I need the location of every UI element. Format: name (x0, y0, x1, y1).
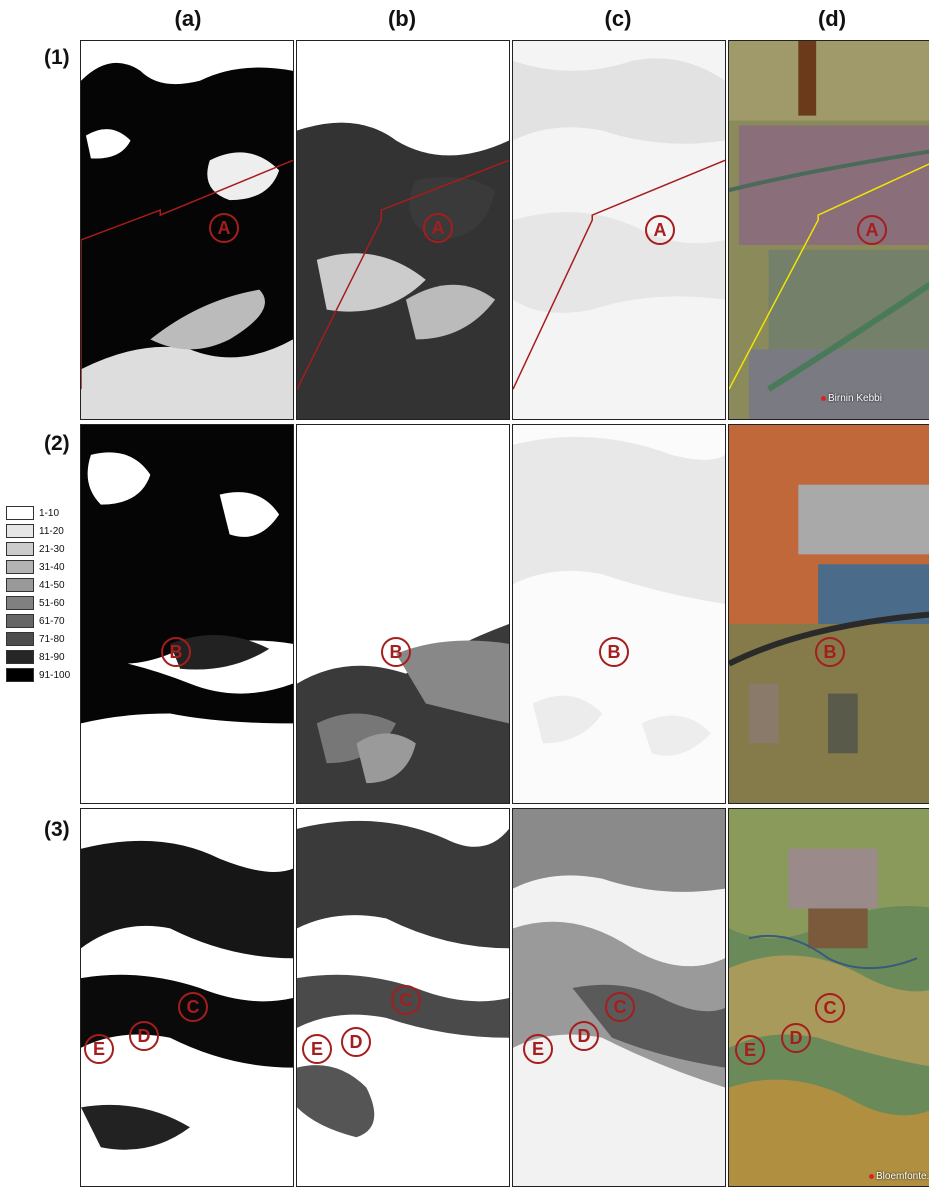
legend-swatch (6, 542, 34, 556)
legend-item: 21-30 (6, 540, 70, 558)
column-label-a: (a) (174, 6, 202, 31)
legend-label: 61-70 (39, 615, 65, 627)
legend-item: 61-70 (6, 612, 70, 630)
panel-2c: B (512, 424, 726, 804)
panel-3a: C D E (80, 808, 294, 1187)
legend-item: 31-40 (6, 558, 70, 576)
legend-item: 51-60 (6, 594, 70, 612)
marker-e: E (302, 1034, 332, 1064)
legend-item: 91-100 (6, 666, 70, 684)
legend-label: 91-100 (39, 669, 71, 681)
legend-swatch (6, 506, 34, 520)
legend-item: 81-90 (6, 648, 70, 666)
row-label-3: (3) (44, 818, 70, 841)
legend-item: 71-80 (6, 630, 70, 648)
place-label: Bloemfonte... (869, 1171, 929, 1182)
marker-e: E (735, 1035, 765, 1065)
marker-b: B (599, 637, 629, 667)
panel-3d: C D E Bloemfonte... (728, 808, 929, 1187)
legend-label: 81-90 (39, 651, 65, 663)
place-dot-icon (821, 396, 826, 401)
legend-label: 51-60 (39, 597, 65, 609)
column-label-b: (b) (387, 6, 417, 31)
panel-1d: A Birnin Kebbi (728, 40, 929, 420)
marker-b: B (815, 637, 845, 667)
marker-b: B (161, 637, 191, 667)
legend-swatch (6, 578, 34, 592)
panel-2b: B (296, 424, 510, 804)
marker-c: C (178, 992, 208, 1022)
column-label-c: (c) (604, 6, 632, 31)
panel-2a: B (80, 424, 294, 804)
legend-item: 1-10 (6, 504, 70, 522)
marker-a: A (209, 213, 239, 243)
legend-label: 41-50 (39, 579, 65, 591)
panel-3c: C D E (512, 808, 726, 1187)
marker-a: A (423, 213, 453, 243)
place-dot-icon (869, 1174, 874, 1179)
legend-swatch (6, 614, 34, 628)
row-label-1: (1) (44, 46, 70, 69)
legend-swatch (6, 524, 34, 538)
legend-label: 31-40 (39, 561, 65, 573)
legend-label: 71-80 (39, 633, 65, 645)
legend-swatch (6, 596, 34, 610)
panel-1a: A (80, 40, 294, 420)
place-label: Birnin Kebbi (821, 393, 882, 404)
legend-label: 11-20 (39, 525, 64, 537)
legend: 1-10 11-20 21-30 31-40 41-50 51-60 61-70 71-80 8… (6, 504, 70, 684)
marker-d: D (569, 1021, 599, 1051)
marker-d: D (129, 1021, 159, 1051)
marker-b: B (381, 637, 411, 667)
column-label-d: (d) (817, 6, 847, 31)
marker-c: C (815, 993, 845, 1023)
panel-1c: A (512, 40, 726, 420)
marker-d: D (341, 1027, 371, 1057)
row-label-2: (2) (44, 432, 70, 455)
marker-a: A (645, 215, 675, 245)
legend-item: 11-20 (6, 522, 70, 540)
panel-3b: C D E (296, 808, 510, 1187)
marker-a: A (857, 215, 887, 245)
marker-e: E (523, 1034, 553, 1064)
marker-c: C (605, 992, 635, 1022)
legend-swatch (6, 668, 34, 682)
legend-swatch (6, 560, 34, 574)
legend-item: 41-50 (6, 576, 70, 594)
marker-d: D (781, 1023, 811, 1053)
legend-swatch (6, 632, 34, 646)
legend-label: 1-10 (39, 507, 60, 519)
marker-c: C (391, 985, 421, 1015)
marker-e: E (84, 1034, 114, 1064)
legend-swatch (6, 650, 34, 664)
panel-2d: B (728, 424, 929, 804)
panel-1b: A (296, 40, 510, 420)
legend-label: 21-30 (39, 543, 65, 555)
